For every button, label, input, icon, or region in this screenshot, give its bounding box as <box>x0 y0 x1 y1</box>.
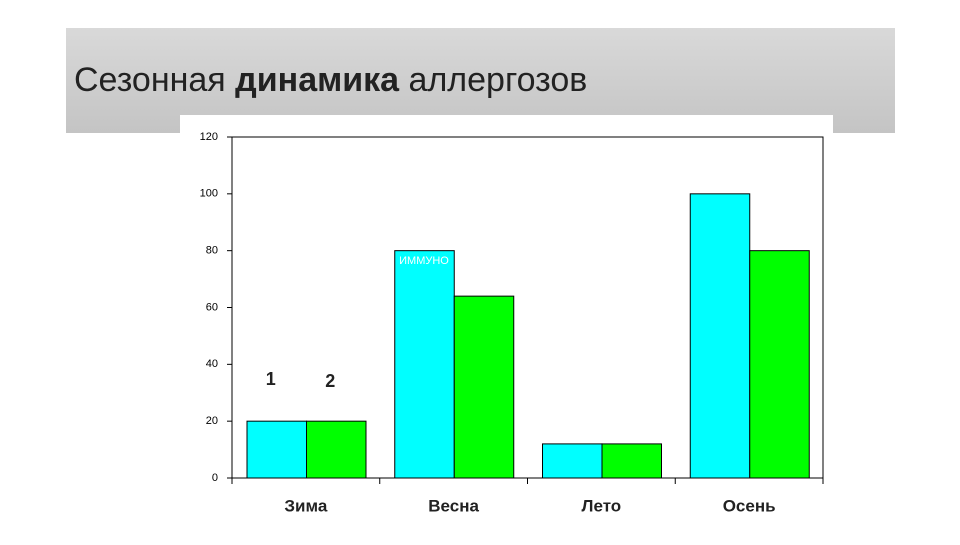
bar <box>246 420 307 479</box>
x-tick-label: Зима <box>284 496 327 515</box>
series-label: 1 <box>266 369 276 389</box>
x-tick-label: Весна <box>428 496 479 515</box>
annotation: ИММУНО <box>399 255 449 267</box>
title-part: Сезонная <box>74 61 226 99</box>
bar <box>306 420 367 479</box>
bar <box>453 295 515 479</box>
y-tick-label: 120 <box>200 131 218 143</box>
y-tick-label: 60 <box>206 301 218 313</box>
slide-title: Сезонная динамика аллергозов <box>74 61 587 99</box>
x-tick-label: Осень <box>723 496 776 515</box>
y-tick-label: 80 <box>206 245 218 257</box>
bar <box>601 443 662 479</box>
series-label: 2 <box>325 371 335 391</box>
bar <box>749 250 810 479</box>
title-part: динамика <box>235 61 400 99</box>
y-tick-label: 40 <box>206 358 218 370</box>
x-tick-label: Лето <box>582 496 622 515</box>
chart: 0 20 40 60 80 100 120 Зима Весна Лето Осень 1 2 ИММУН… <box>200 131 824 515</box>
y-tick-label: 20 <box>206 415 218 427</box>
y-tick-label: 0 <box>212 472 218 484</box>
y-tick-label: 100 <box>200 188 218 200</box>
bar <box>542 443 603 479</box>
title-part: аллергозов <box>409 61 588 99</box>
bar <box>394 250 455 479</box>
bar <box>689 193 751 479</box>
